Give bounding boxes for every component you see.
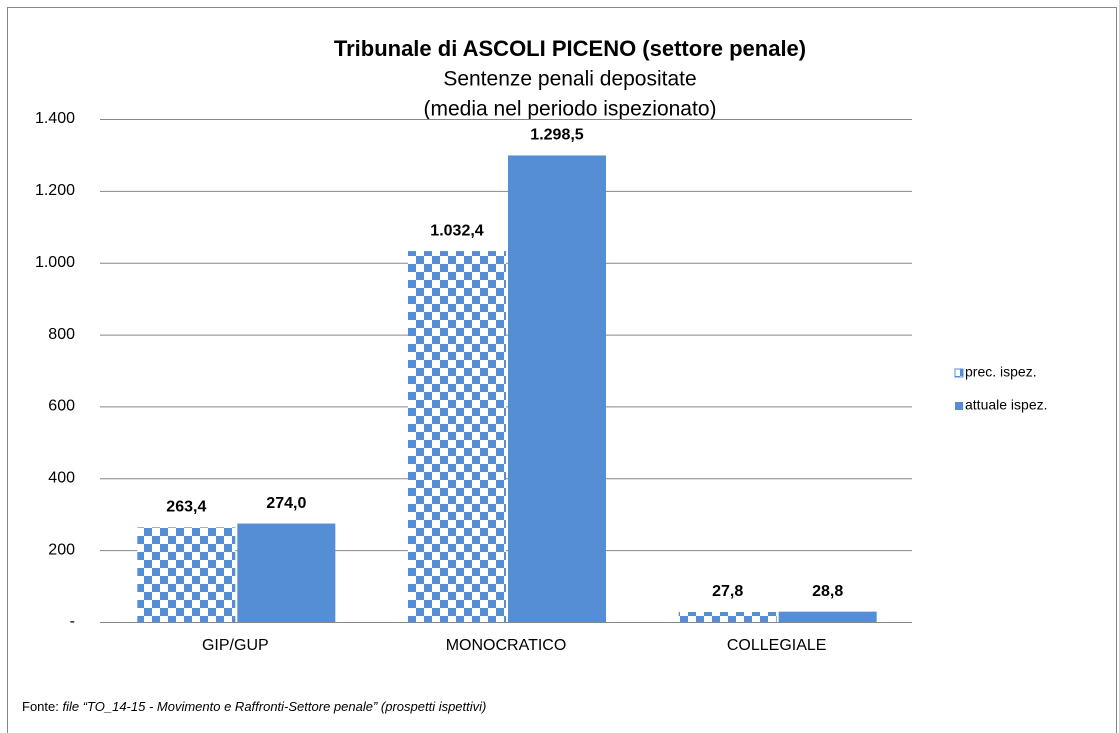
bar [408, 251, 506, 622]
bar [237, 523, 336, 622]
bar [778, 611, 877, 622]
y-tick-label: 1.400 [35, 110, 75, 127]
legend-swatch [955, 402, 963, 410]
data-label: 27,8 [712, 583, 743, 600]
data-label: 28,8 [812, 583, 843, 600]
source: Fonte: file “TO_14-15 - Movimento e Raff… [22, 699, 486, 714]
x-tick-label: COLLEGIALE [727, 637, 827, 654]
y-tick-label: 1.000 [35, 254, 75, 271]
x-tick-label: GIP/GUP [202, 637, 269, 654]
source-text: file “TO_14-15 - Movimento e Raffronti-S… [62, 699, 486, 714]
source-label: Fonte: [22, 699, 59, 714]
data-label: 1.032,4 [430, 222, 483, 239]
x-tick-label: MONOCRATICO [446, 637, 567, 654]
bar [678, 612, 777, 622]
chart-subtitle: (media nel periodo ispezionato) [423, 98, 716, 121]
chart-title: Tribunale di ASCOLI PICENO (settore pena… [334, 36, 806, 61]
y-tick-label: 200 [48, 541, 75, 558]
y-tick-label: 1.200 [35, 182, 75, 199]
data-label: 1.298,5 [530, 127, 583, 144]
y-tick-label: 600 [48, 398, 75, 415]
legend-label: attuale ispez. [965, 397, 1048, 413]
bar [508, 155, 606, 622]
chart-subtitle: Sentenze penali depositate [443, 68, 696, 91]
y-tick-label: 400 [48, 470, 75, 487]
chart-border [7, 7, 1117, 733]
bar [137, 527, 236, 622]
legend-label: prec. ispez. [965, 364, 1037, 380]
y-tick-label: 800 [48, 326, 75, 343]
legend-swatch [954, 368, 964, 378]
y-tick-label: - [70, 613, 75, 630]
data-label: 274,0 [266, 495, 306, 512]
data-label: 263,4 [166, 499, 206, 516]
